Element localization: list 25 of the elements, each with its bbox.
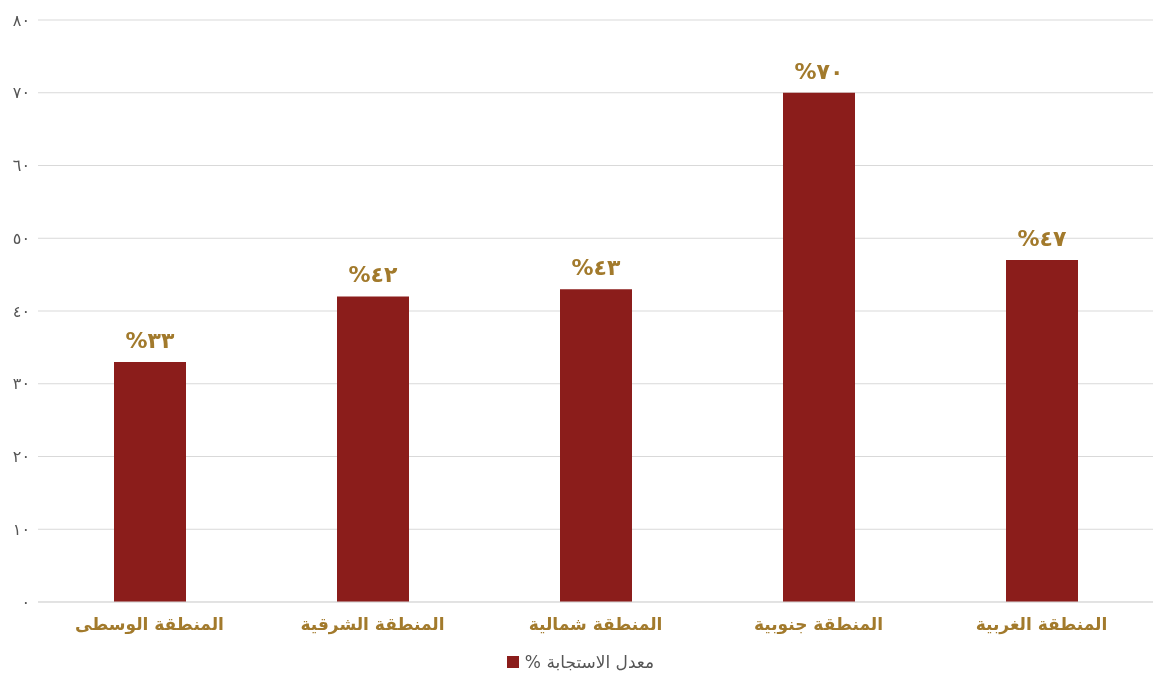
text: ٤٧% [1017, 226, 1067, 252]
x-tick-label: المنطقة الغربية [975, 614, 1108, 636]
y-tick-label: ٣٠ [12, 374, 30, 394]
x-tick-label: المنطقة جنوبية [753, 614, 884, 636]
text: ٣٣% [125, 327, 175, 353]
y-tick-label: ٨٠ [12, 10, 30, 30]
y-tick-label: ١٠ [12, 519, 30, 539]
bar [114, 361, 186, 602]
x-tick-label: المنطقة الوسطى [75, 614, 224, 636]
bar [560, 289, 632, 602]
bar [337, 296, 409, 602]
text: ٤٢% [348, 262, 398, 288]
y-tick-label: ٥٠ [12, 228, 30, 248]
legend-label: معدل الاستجابة % [524, 652, 655, 672]
x-tick-label: المنطقة الشرقية [300, 614, 445, 636]
y-tick-label: ٦٠ [12, 156, 30, 176]
text: ٧٠% [794, 58, 844, 84]
y-tick-label: ٧٠ [12, 83, 30, 103]
y-tick-label: ٢٠ [12, 447, 30, 467]
bar [783, 92, 855, 602]
bar [1006, 260, 1078, 602]
y-tick-label: ٤٠ [12, 301, 30, 321]
text: ٤٣% [571, 255, 621, 281]
x-tick-label: المنطقة شمالية [528, 614, 663, 635]
y-tick-label: ٠ [21, 592, 30, 612]
